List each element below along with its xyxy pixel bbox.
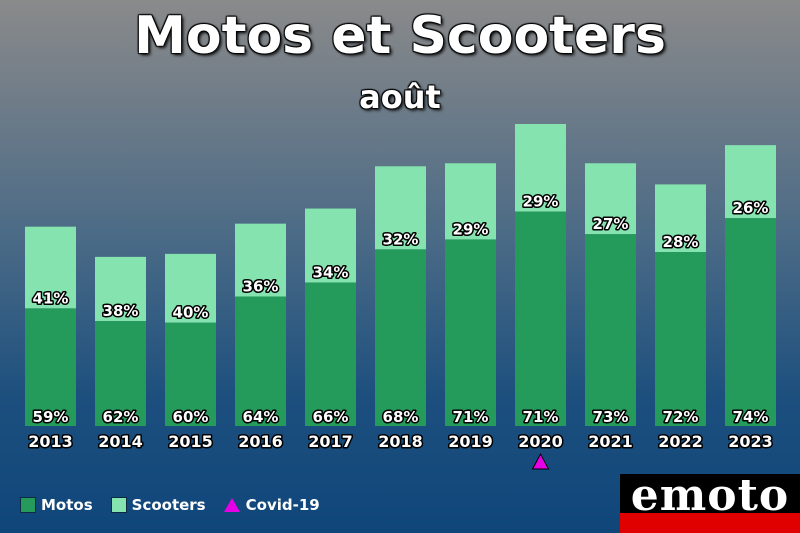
x-tick-2023: 2023	[728, 432, 773, 451]
legend-label-scooters: Scooters	[131, 496, 206, 514]
x-tick-2022: 2022	[658, 432, 703, 451]
emoto-logo[interactable]: emoto	[620, 470, 800, 533]
label-motos-2014: 62%	[103, 408, 139, 426]
label-scooters-2014: 38%	[103, 302, 139, 320]
x-tick-2018: 2018	[378, 432, 423, 451]
covid-marker-2020	[531, 452, 550, 470]
label-motos-2013: 59%	[33, 408, 69, 426]
legend-item-scooters: Scooters	[110, 496, 206, 514]
legend-item-motos: Motos	[20, 496, 93, 514]
bar-scooters-2022	[655, 184, 706, 253]
chart-title: Motos et Scooters	[134, 6, 666, 66]
x-tick-2015: 2015	[168, 432, 213, 451]
bar-scooters-2023	[725, 145, 776, 219]
label-motos-2022: 72%	[663, 408, 699, 426]
bar-motos-2013	[25, 308, 76, 426]
covid-triangle-icon	[223, 498, 240, 512]
x-tick-2014: 2014	[98, 432, 143, 451]
label-motos-2017: 66%	[313, 408, 349, 426]
label-motos-2021: 73%	[593, 408, 629, 426]
bar-scooters-2019	[445, 163, 496, 240]
bar-motos-2023	[725, 218, 776, 426]
bar-scooters-2020	[515, 124, 566, 212]
bar-scooters-2017	[305, 208, 356, 283]
label-scooters-2016: 36%	[243, 278, 279, 296]
x-tick-2019: 2019	[448, 432, 493, 451]
bar-motos-2019	[445, 239, 496, 426]
label-motos-2019: 71%	[453, 408, 489, 426]
label-scooters-2021: 27%	[593, 215, 629, 233]
bar-motos-2017	[305, 282, 356, 426]
label-scooters-2015: 40%	[173, 304, 209, 322]
bar-scooters-2015	[165, 253, 216, 323]
x-tick-2016: 2016	[238, 432, 283, 451]
bar-scooters-2016	[235, 223, 286, 297]
label-motos-2018: 68%	[383, 408, 419, 426]
label-scooters-2018: 32%	[383, 230, 419, 248]
chart-subtitle: août	[359, 78, 441, 116]
label-scooters-2013: 41%	[33, 289, 69, 307]
legend-item-covid: Covid-19	[223, 496, 320, 514]
bar-motos-2015	[165, 322, 216, 426]
label-motos-2015: 60%	[173, 408, 209, 426]
logo-text: emoto	[630, 470, 790, 521]
label-motos-2016: 64%	[243, 408, 279, 426]
logo-black-band	[620, 474, 800, 513]
bar-scooters-2018	[375, 166, 426, 250]
bar-motos-2022	[655, 252, 706, 426]
bar-motos-2018	[375, 249, 426, 426]
legend: Motos Scooters Covid-19	[20, 494, 338, 516]
legend-label-motos: Motos	[41, 496, 93, 514]
x-tick-2020: 2020	[518, 432, 563, 451]
bar-scooters-2013	[25, 226, 76, 309]
bar-scooters-2021	[585, 163, 636, 235]
label-scooters-2019: 29%	[453, 220, 489, 238]
x-tick-2021: 2021	[588, 432, 633, 451]
legend-label-covid: Covid-19	[245, 496, 320, 514]
label-scooters-2017: 34%	[313, 263, 349, 281]
label-motos-2023: 74%	[733, 408, 769, 426]
label-scooters-2020: 29%	[523, 193, 559, 211]
bar-motos-2014	[95, 321, 146, 426]
bar-motos-2021	[585, 234, 636, 426]
label-scooters-2023: 26%	[733, 199, 769, 217]
label-motos-2020: 71%	[523, 408, 559, 426]
x-tick-2013: 2013	[28, 432, 73, 451]
x-tick-2017: 2017	[308, 432, 353, 451]
bar-scooters-2014	[95, 256, 146, 322]
legend-swatch-motos	[20, 497, 36, 513]
bar-motos-2020	[515, 211, 566, 426]
bar-motos-2016	[235, 296, 286, 426]
legend-swatch-scooters	[110, 497, 127, 513]
label-scooters-2022: 28%	[663, 233, 699, 251]
